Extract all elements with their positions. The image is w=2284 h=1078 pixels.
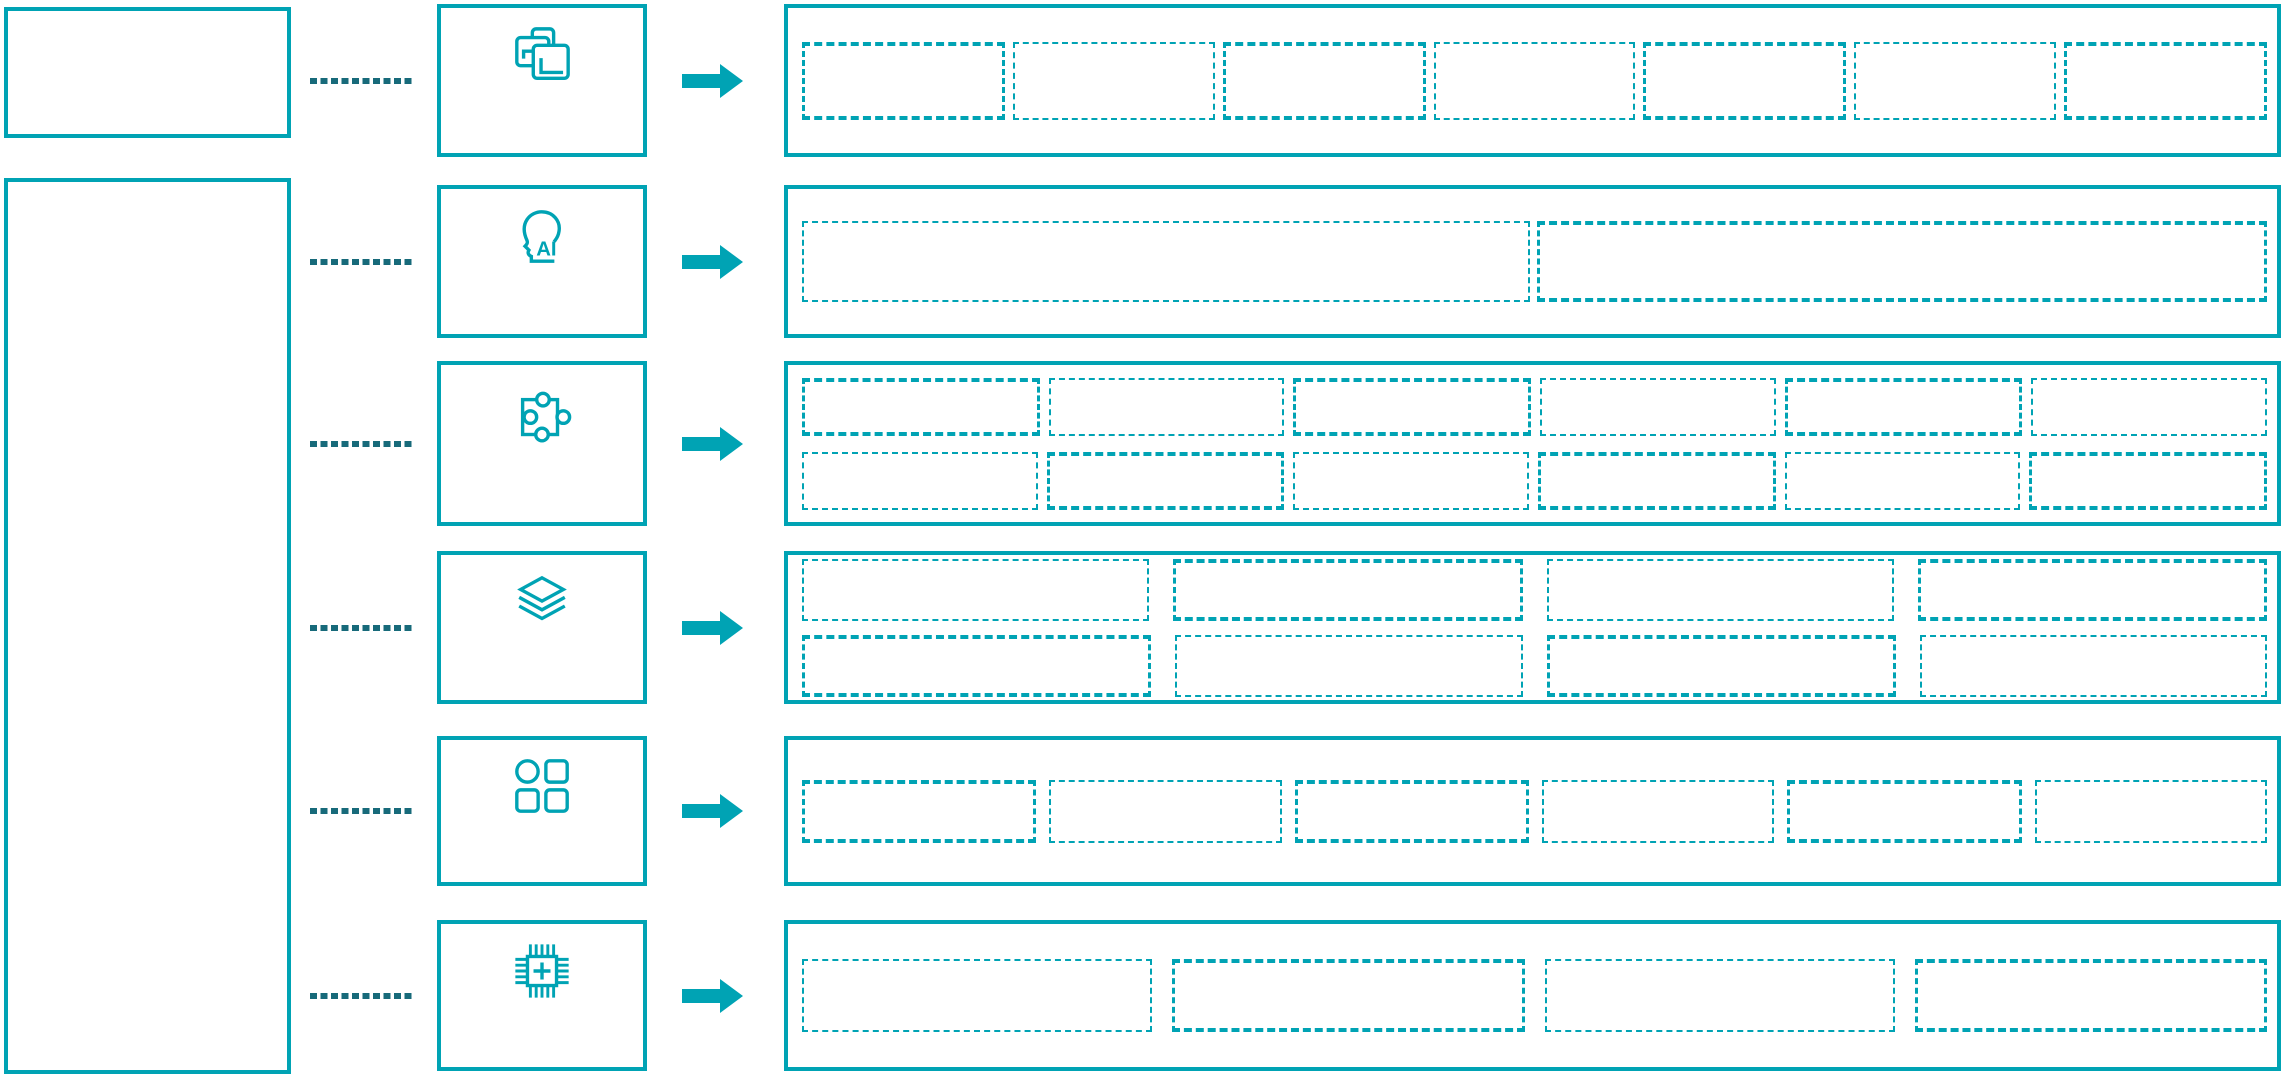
row-panel <box>784 551 2281 704</box>
arrow-right-icon <box>682 63 743 98</box>
dashed-connector <box>310 258 415 265</box>
arrow-right-icon <box>682 426 743 461</box>
icon-box <box>437 551 647 704</box>
placeholder-cell <box>1293 451 1530 510</box>
placeholder-cell <box>2031 377 2268 436</box>
placeholder-cell <box>802 634 1152 697</box>
icon-box <box>437 736 647 886</box>
placeholder-cell <box>1643 41 1847 120</box>
placeholder-cell <box>1537 221 2267 302</box>
placeholder-cell <box>1013 41 1215 120</box>
chip-plus-icon <box>515 943 569 998</box>
placeholder-cell <box>2034 779 2267 843</box>
placeholder-cell <box>1433 41 1636 120</box>
placeholder-cell <box>802 558 1150 621</box>
cells-line <box>802 221 2267 302</box>
placeholder-cell <box>1175 634 1523 697</box>
cells-line <box>802 41 2267 120</box>
placeholder-cell <box>1917 558 2267 621</box>
placeholder-cell <box>802 779 1037 843</box>
placeholder-cell <box>802 41 1006 120</box>
placeholder-cell <box>2029 451 2268 510</box>
placeholder-cell <box>1854 41 2056 120</box>
ai-label: AI <box>536 238 556 260</box>
placeholder-cell <box>1048 377 1285 436</box>
placeholder-cell <box>802 221 1530 302</box>
placeholder-cell <box>802 959 1153 1032</box>
dashed-connector <box>310 77 415 84</box>
placeholder-cell <box>1294 779 1529 843</box>
arrow-right-icon <box>682 244 743 279</box>
icon-box <box>437 361 647 526</box>
placeholder-cell <box>802 377 1040 436</box>
placeholder-cell <box>1787 779 2022 843</box>
flow-arrow <box>682 793 744 829</box>
cells-line <box>802 451 2268 510</box>
placeholder-cell <box>1222 41 1426 120</box>
dashed-connector <box>310 808 415 814</box>
row-panel <box>784 736 2281 886</box>
placeholder-cell <box>2063 41 2267 120</box>
placeholder-cell <box>1293 377 1532 436</box>
placeholder-cell <box>1049 779 1282 843</box>
apps-grid-icon <box>515 759 569 813</box>
placeholder-cell <box>1540 377 1776 436</box>
cells-line <box>802 959 2267 1032</box>
dashed-connector <box>310 992 415 999</box>
top-left-box <box>4 7 291 138</box>
cells-line <box>802 377 2268 436</box>
arrow-right-icon <box>682 978 743 1013</box>
dashed-connector <box>310 624 415 631</box>
cells-line <box>802 779 2267 843</box>
dashed-connector <box>310 440 415 447</box>
placeholder-cell <box>1173 558 1523 621</box>
placeholder-cell <box>1919 634 2267 697</box>
placeholder-cell <box>1541 779 1775 843</box>
placeholder-cell <box>1538 451 1776 510</box>
placeholder-cell <box>1546 558 1894 621</box>
flow-arrow <box>682 426 744 462</box>
arrow-right-icon <box>682 610 743 645</box>
flow-arrow <box>682 978 744 1014</box>
placeholder-cell <box>1546 634 1896 697</box>
arrow-right-icon <box>682 794 743 828</box>
cells-line <box>802 634 2267 697</box>
flow-arrow <box>682 63 744 99</box>
placeholder-cell <box>802 451 1038 510</box>
icon-box <box>437 920 647 1071</box>
placeholder-cell <box>1784 377 2023 436</box>
flow-arrow <box>682 610 744 646</box>
overlapping-frames-icon <box>515 26 570 80</box>
flow-arrow <box>682 244 744 280</box>
row-panel <box>784 4 2281 157</box>
layers-stack-icon <box>517 575 567 620</box>
cells-line <box>802 558 2267 621</box>
icon-box <box>437 4 647 157</box>
puzzle-piece-icon <box>520 391 572 442</box>
placeholder-cell <box>1046 451 1285 510</box>
row-panel <box>784 361 2281 526</box>
left-main-box <box>4 178 291 1074</box>
ai-head-icon: AI <box>522 209 561 263</box>
placeholder-cell <box>1172 959 1525 1032</box>
icon-box: AI <box>437 185 647 338</box>
row-panel <box>784 920 2281 1071</box>
placeholder-cell <box>1544 959 1895 1032</box>
row-panel <box>784 185 2281 338</box>
placeholder-cell <box>1914 959 2267 1032</box>
placeholder-cell <box>1784 451 2021 510</box>
